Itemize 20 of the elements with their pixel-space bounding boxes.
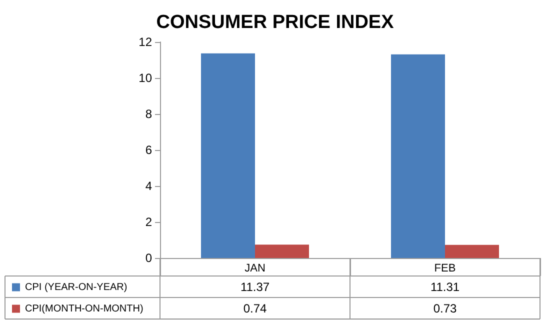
y-tick-label: 8: [145, 107, 152, 121]
legend-label: CPI (YEAR-ON-YEAR): [25, 282, 128, 293]
y-tick-label: 2: [145, 215, 152, 229]
x-tick-label: FEB: [434, 262, 456, 274]
bar: [445, 244, 499, 258]
y-tick-label: 4: [145, 179, 152, 193]
bar: [391, 54, 445, 258]
data-label: 0.73: [433, 301, 457, 316]
y-tick-label: 10: [138, 71, 152, 85]
chart-title: CONSUMER PRICE INDEX: [156, 12, 394, 33]
bar: [201, 53, 255, 258]
y-tick-label: 0: [145, 251, 152, 265]
legend-label: CPI(MONTH-ON-MONTH): [25, 303, 144, 314]
data-label: 11.37: [240, 280, 270, 294]
data-label: 0.74: [243, 301, 267, 316]
x-tick-label: JAN: [244, 262, 266, 274]
bar: [255, 244, 309, 258]
y-tick-label: 6: [145, 143, 152, 157]
y-tick-label: 12: [138, 35, 152, 49]
data-label: 11.31: [430, 280, 460, 294]
